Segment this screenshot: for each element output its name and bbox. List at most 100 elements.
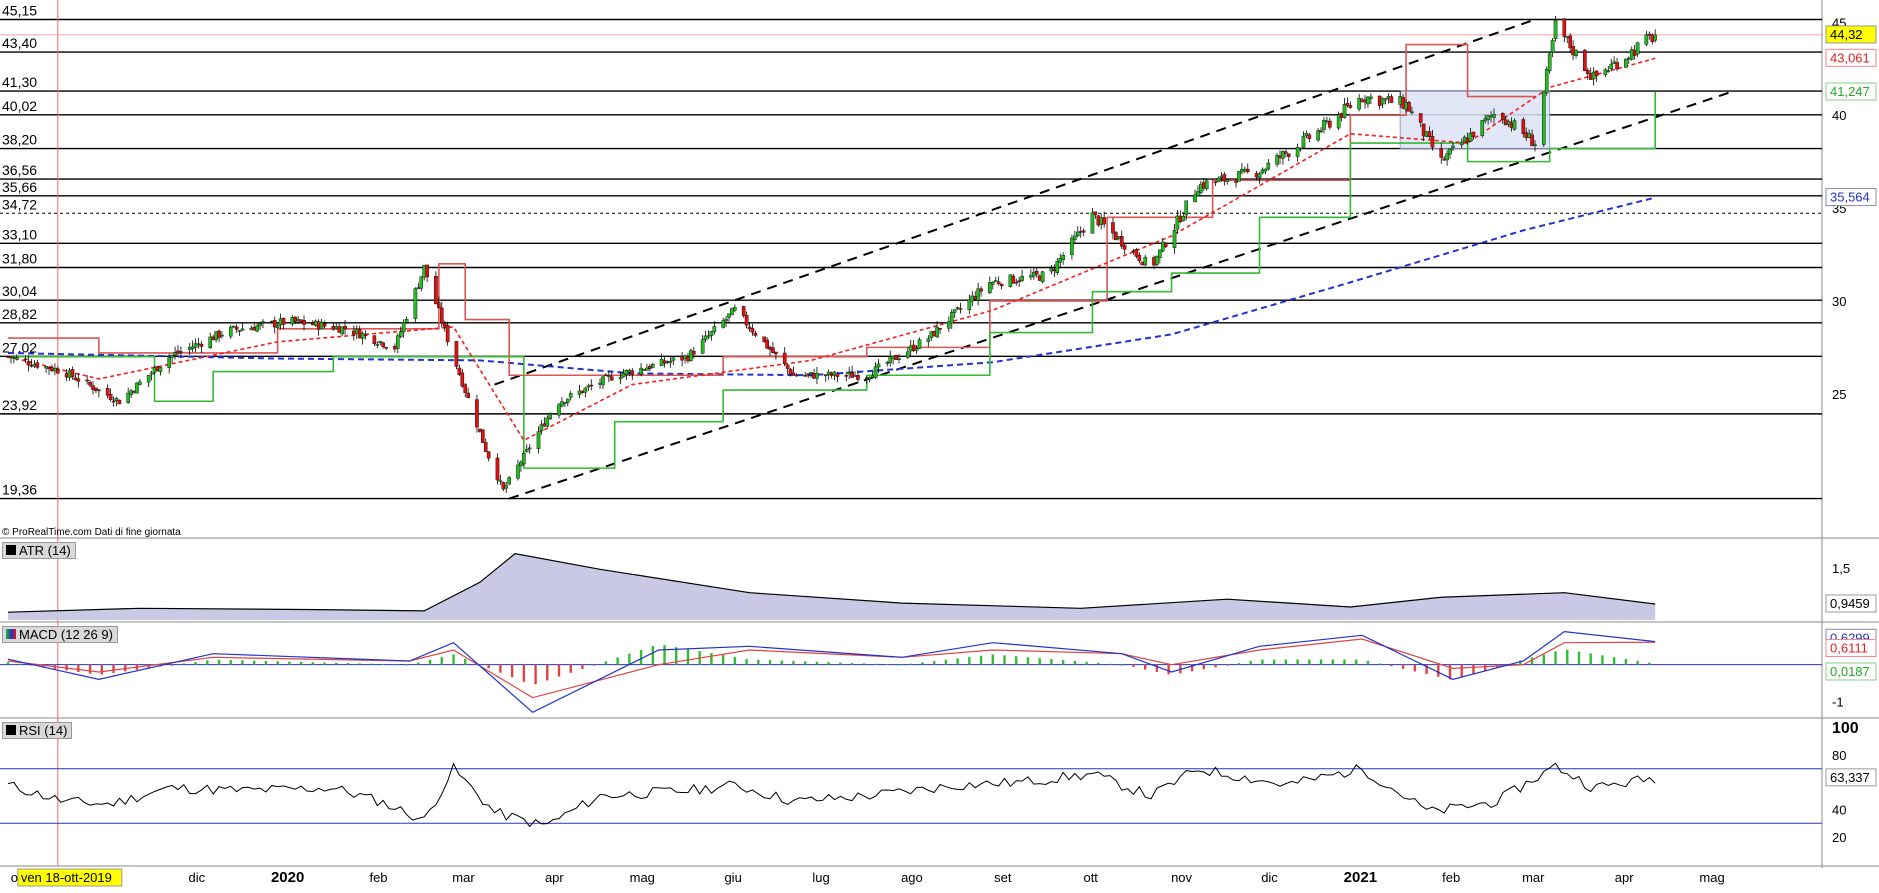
candle-body <box>442 323 447 327</box>
macd-histogram-bar <box>1390 664 1393 667</box>
candle-body <box>876 363 881 368</box>
candle-body <box>536 431 541 449</box>
price-axis-tick: 30 <box>1832 294 1846 309</box>
macd-signal-line <box>7 638 1656 699</box>
candle-body <box>278 318 283 326</box>
candle-body <box>47 366 51 370</box>
candle-body <box>932 331 936 337</box>
candle-body <box>768 347 772 350</box>
candle-body <box>1421 123 1426 137</box>
candle-body <box>686 356 690 362</box>
last-price-tag <box>1825 25 1877 44</box>
candle-body <box>914 348 919 351</box>
candle-body <box>1503 119 1508 126</box>
candle-body <box>1073 235 1077 241</box>
candle-body <box>671 357 676 361</box>
candle-body <box>762 336 766 342</box>
candle-body <box>1184 200 1189 216</box>
atr-label[interactable]: ATR (14) <box>2 542 76 559</box>
macd-panel[interactable]: -1 <box>0 631 1844 714</box>
candle-body <box>1193 194 1197 203</box>
level-label: 34,72 <box>2 196 37 212</box>
candle-body <box>322 323 327 327</box>
candle-body <box>1486 115 1490 120</box>
macd-histogram-bar <box>452 654 455 665</box>
candle-body <box>334 326 339 330</box>
rsi-label[interactable]: RSI (14) <box>2 722 73 739</box>
candle-body <box>1585 70 1590 74</box>
candle-body <box>668 360 673 364</box>
month-label: 2020 <box>271 869 304 886</box>
candle-body <box>208 336 213 349</box>
macd-histogram-bar <box>1401 664 1405 669</box>
macd-histogram-bar <box>1120 664 1123 666</box>
candle-body <box>897 358 901 360</box>
macd-histogram-bar <box>733 657 737 665</box>
candle-body <box>460 372 465 387</box>
candle-body <box>1325 120 1329 123</box>
candle-body <box>583 387 588 393</box>
macd-histogram-bar <box>792 661 795 665</box>
credit-text: © ProRealTime.com Dati di fine giornata <box>2 527 181 538</box>
macd-label[interactable]: MACD (12 26 9) <box>2 626 118 643</box>
candle-body <box>949 312 954 324</box>
macd-color-swatch <box>6 629 16 639</box>
short-ma-line <box>7 57 1656 442</box>
macd-histogram-bar <box>1296 659 1299 665</box>
candle-body <box>524 449 529 452</box>
macd-histogram-bar <box>862 663 866 665</box>
candle-body <box>1061 255 1065 260</box>
candle-body <box>519 461 523 467</box>
candle-body <box>214 331 218 341</box>
candle-body <box>1075 231 1080 237</box>
candle-body <box>117 399 122 405</box>
candle-body <box>1175 215 1180 230</box>
candle-body <box>419 276 424 289</box>
macd-histogram-bar <box>1589 653 1592 665</box>
atr-panel[interactable]: 1,51 <box>7 553 1850 620</box>
candle-body <box>1114 232 1118 240</box>
macd-histogram-bar <box>569 664 572 673</box>
macd-histogram-bar <box>944 659 948 665</box>
rsi-axis-tick: 80 <box>1832 748 1846 763</box>
candle-body <box>1521 119 1526 134</box>
candle-body <box>1609 63 1614 69</box>
candle-body <box>744 314 749 326</box>
candle-body <box>624 370 629 375</box>
candle-body <box>990 281 995 285</box>
candle-body <box>220 334 224 337</box>
candle-body <box>753 332 758 336</box>
candle-body <box>416 287 421 289</box>
macd-histogram-bar <box>252 660 256 665</box>
candle-body <box>929 331 934 338</box>
rsi-panel[interactable]: 100 80 40 20 <box>0 720 1859 845</box>
candle-body <box>1363 99 1367 103</box>
month-label: nov <box>1171 870 1192 885</box>
candle-body <box>1591 71 1596 80</box>
price-panel[interactable]: 45,15 43,40 41,30 40,02 38,20 36,5635,6634,72… <box>0 0 1879 868</box>
price-plot[interactable] <box>6 15 1729 500</box>
candle-body <box>398 331 403 337</box>
month-label: dic <box>188 870 205 885</box>
candle-body <box>129 390 133 395</box>
candle-body <box>252 326 256 331</box>
candle-body <box>1172 229 1177 248</box>
candle-body <box>316 321 321 330</box>
candle-body <box>741 306 746 316</box>
candle-body <box>396 335 400 349</box>
macd-histogram-bar <box>839 662 842 665</box>
candle-body <box>413 288 418 319</box>
candle-body <box>1509 122 1514 128</box>
candle-body <box>401 322 406 333</box>
lower-band-value: 41,247 <box>1830 84 1870 99</box>
macd-histogram-bar <box>1108 663 1112 665</box>
level-label: 19,36 <box>2 482 37 498</box>
macd-histogram-bar <box>276 661 279 665</box>
candle-body <box>1078 231 1083 233</box>
candle-body <box>29 365 34 367</box>
candle-body <box>1357 98 1361 110</box>
candle-body <box>917 339 922 349</box>
candle-body <box>1647 33 1652 36</box>
